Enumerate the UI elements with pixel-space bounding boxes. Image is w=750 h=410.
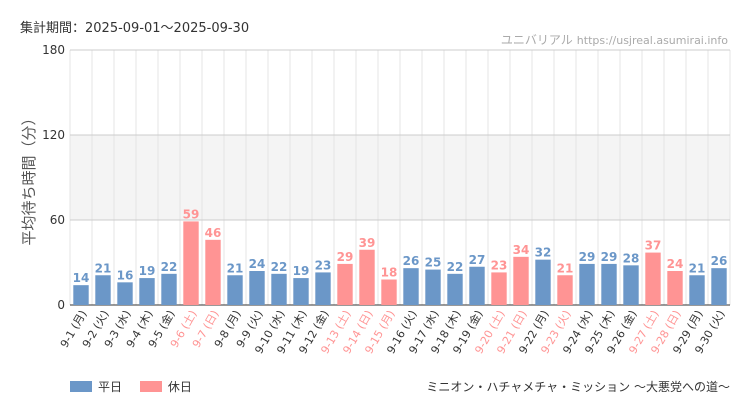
bar — [293, 278, 309, 305]
legend-swatch-weekday — [70, 381, 92, 392]
bar-value-label: 25 — [425, 256, 442, 270]
bar-value-label: 26 — [711, 254, 728, 268]
bar — [73, 285, 89, 305]
bar-value-label: 22 — [161, 260, 178, 274]
bar-value-label: 37 — [645, 239, 662, 253]
bar — [711, 268, 727, 305]
bar-value-label: 16 — [117, 268, 134, 282]
period-label: 集計期間：2025-09-01〜2025-09-30 — [20, 21, 250, 36]
bar-value-label: 14 — [73, 271, 90, 285]
y-tick-label: 0 — [57, 298, 65, 312]
legend-item-weekday: 平日 — [70, 378, 122, 395]
bar — [535, 259, 551, 305]
legend-label-holiday: 休日 — [167, 380, 192, 394]
bar-value-label: 39 — [359, 236, 376, 250]
bar — [667, 271, 683, 305]
bar — [359, 249, 375, 305]
bar-value-label: 46 — [205, 226, 222, 240]
bar-value-label: 21 — [95, 261, 112, 275]
y-tick-label: 60 — [50, 213, 65, 227]
y-tick-label: 180 — [42, 43, 65, 57]
bar — [227, 275, 243, 305]
bar-value-label: 28 — [623, 251, 640, 265]
bar — [645, 252, 661, 305]
bar-value-label: 22 — [271, 260, 288, 274]
bar — [403, 268, 419, 305]
bar — [315, 272, 331, 305]
bar — [469, 266, 485, 305]
bar — [205, 239, 221, 305]
y-tick-label: 120 — [42, 128, 65, 142]
bar — [381, 279, 397, 305]
bar-value-label: 26 — [403, 254, 420, 268]
legend-swatch-holiday — [139, 381, 162, 392]
bar-value-label: 24 — [249, 257, 266, 271]
bar — [513, 256, 529, 305]
watermark-name: ユニバリアル — [500, 33, 573, 47]
bar-value-label: 24 — [667, 257, 684, 271]
site-watermark: ユニバリアル https://usjreal.asumirai.info — [501, 31, 728, 48]
bar-value-label: 22 — [447, 260, 464, 274]
bar-value-label: 23 — [315, 258, 332, 272]
bar-value-label: 18 — [381, 266, 398, 280]
bar-value-label: 32 — [535, 246, 552, 260]
bar-value-label: 29 — [601, 250, 618, 264]
bar — [447, 273, 463, 305]
bar-value-label: 21 — [227, 261, 244, 275]
bar — [117, 282, 133, 305]
legend-item-holiday: 休日 — [139, 378, 192, 395]
bar — [601, 263, 617, 305]
bar-value-label: 59 — [183, 207, 200, 221]
bar-value-label: 23 — [491, 258, 508, 272]
bar-value-label: 29 — [337, 250, 354, 264]
legend-label-weekday: 平日 — [98, 380, 123, 394]
bar-value-label: 34 — [513, 243, 530, 257]
bar — [557, 275, 573, 305]
bar — [491, 272, 507, 305]
bar — [579, 263, 595, 305]
bar — [183, 221, 199, 305]
bar — [689, 275, 705, 305]
chart-legend: 平日 休日 — [70, 378, 206, 395]
bar-value-label: 27 — [469, 253, 486, 267]
bar-value-label: 29 — [579, 250, 596, 264]
bar — [95, 275, 111, 305]
bar — [271, 273, 287, 305]
bar-value-label: 21 — [557, 261, 574, 275]
bar — [249, 271, 265, 305]
watermark-url: https://usjreal.asumirai.info — [576, 34, 728, 47]
bar — [425, 269, 441, 305]
bar-value-label: 19 — [293, 264, 310, 278]
bar — [139, 278, 155, 305]
bar-value-label: 19 — [139, 264, 156, 278]
bar — [161, 273, 177, 305]
attraction-name: ミニオン・ハチャメチャ・ミッション 〜大悪党への道〜 — [426, 380, 730, 394]
bar-value-label: 21 — [689, 261, 706, 275]
bar — [623, 265, 639, 305]
bar — [337, 263, 353, 305]
